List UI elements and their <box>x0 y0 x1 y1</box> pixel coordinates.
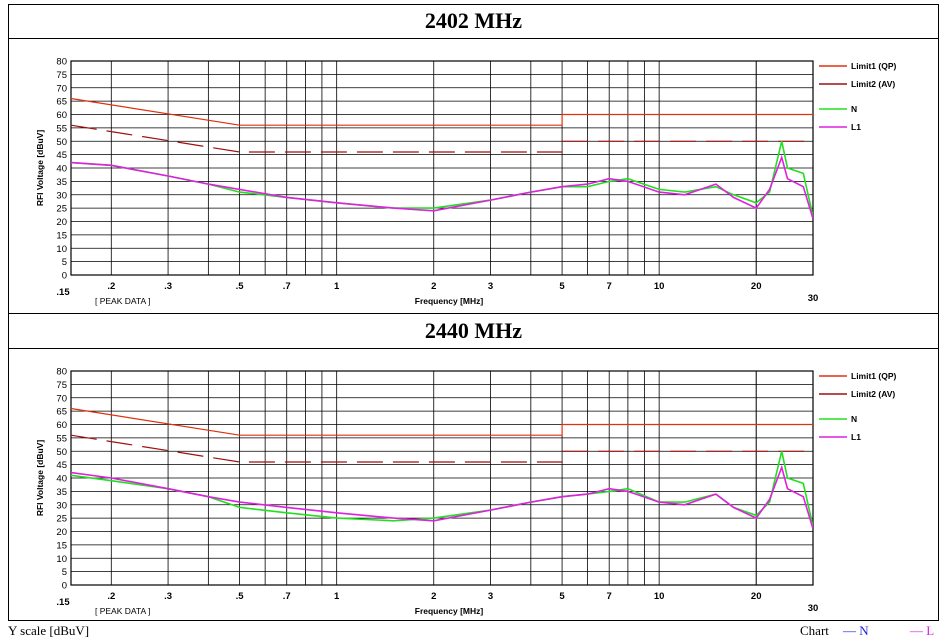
series-line-limit1-qp- <box>71 97 813 126</box>
footer-bar: Y scale [dBuV] Chart — N — L <box>0 621 948 641</box>
x-tick-label: 5 <box>559 591 565 602</box>
y-tick-label: 25 <box>56 204 67 215</box>
legend-label: N <box>851 104 857 114</box>
y-tick-label: 5 <box>62 257 67 268</box>
y-tick-label: 35 <box>56 177 67 188</box>
legend-label: Limit1 (QP) <box>851 61 897 71</box>
y-tick-label: 65 <box>56 407 67 418</box>
legend-label: L1 <box>851 432 861 442</box>
y-tick-label: 15 <box>56 230 67 241</box>
y-tick-label: 35 <box>56 487 67 498</box>
x-tick-label: 7 <box>607 591 612 602</box>
y-tick-label: 25 <box>56 514 67 525</box>
x-axis-title: Frequency [MHz] <box>415 296 484 306</box>
y-tick-label: 40 <box>56 164 67 175</box>
y-tick-label: 45 <box>56 460 67 471</box>
y-tick-label: 0 <box>62 271 67 282</box>
x-tick-label: 3 <box>488 591 493 602</box>
chart-title-1: 2402 MHz <box>424 8 523 33</box>
x-tick-label: .2 <box>107 591 115 602</box>
legend-label: Limit2 (AV) <box>851 389 895 399</box>
y-tick-label: 65 <box>56 97 67 108</box>
series-line-limit2-av- <box>71 124 813 153</box>
y-tick-label: 75 <box>56 70 67 81</box>
y-tick-label: 50 <box>56 447 67 458</box>
x-tick-label: 1 <box>334 591 340 602</box>
y-tick-label: 10 <box>56 244 67 255</box>
y-tick-label: 55 <box>56 433 67 444</box>
legend-label: L1 <box>851 122 861 132</box>
title-divider-1 <box>9 38 938 39</box>
y-tick-label: 30 <box>56 500 67 511</box>
legend-l-item: — L <box>910 623 934 639</box>
y-tick-label: 30 <box>56 190 67 201</box>
peak-data-note: [ PEAK DATA ] <box>95 606 150 616</box>
y-tick-label: 15 <box>56 540 67 551</box>
x-tick-label: 7 <box>607 281 612 292</box>
y-tick-label: 50 <box>56 137 67 148</box>
y-tick-label: 75 <box>56 380 67 391</box>
chart-label: Chart <box>800 623 829 638</box>
x-tick-label: .3 <box>164 591 172 602</box>
legend-n-label: N <box>859 623 869 638</box>
y-axis-title: RFI Voltage [dBuV] <box>35 440 45 517</box>
x-tick-label: .2 <box>107 281 115 292</box>
peak-data-note: [ PEAK DATA ] <box>95 296 150 306</box>
x-axis-title: Frequency [MHz] <box>415 606 484 616</box>
legend-l-label: L <box>926 623 935 638</box>
y-scale-label: Y scale [dBuV] <box>8 623 90 638</box>
x-tick-label: .5 <box>236 591 245 602</box>
x-tick-label: .7 <box>283 281 291 292</box>
chart-title-2: 2440 MHz <box>424 318 523 343</box>
legend-label: Limit1 (QP) <box>851 371 897 381</box>
y-tick-label: 80 <box>56 57 67 68</box>
x-tick-label: 10 <box>654 591 665 602</box>
y-tick-label: 60 <box>56 420 67 431</box>
x-tick-label: 20 <box>751 591 762 602</box>
series-line-n <box>71 141 813 217</box>
legend-l-swatch: — <box>910 623 923 638</box>
x-tick-label: 3 <box>488 281 493 292</box>
y-tick-label: 20 <box>56 527 67 538</box>
x-tick-label: 30 <box>808 293 819 304</box>
legend-n-item: — N <box>843 623 869 639</box>
x-tick-label: 30 <box>808 603 819 614</box>
x-tick-label: 10 <box>654 281 665 292</box>
x-tick-label: .5 <box>236 281 245 292</box>
x-tick-label: 20 <box>751 281 762 292</box>
series-line-limit1-qp- <box>71 407 813 436</box>
y-tick-label: 55 <box>56 123 67 134</box>
x-tick-label: .7 <box>283 591 291 602</box>
x-tick-label: .15 <box>56 287 70 298</box>
y-tick-label: 5 <box>62 567 67 578</box>
panel-divider <box>9 313 938 314</box>
series-line-l1 <box>71 464 813 530</box>
y-tick-label: 80 <box>56 367 67 378</box>
series-line-l1 <box>71 154 813 220</box>
title-divider-2 <box>9 348 938 349</box>
y-tick-label: 10 <box>56 554 67 565</box>
y-tick-label: 70 <box>56 393 67 404</box>
x-tick-label: .15 <box>56 597 70 608</box>
y-axis-title: RFI Voltage [dBuV] <box>35 130 45 207</box>
x-tick-label: 5 <box>559 281 565 292</box>
y-tick-label: 40 <box>56 474 67 485</box>
report-frame: 2402 MHz 0 5 10 15 20 25 30 35 40 45 50 55 60 65 70 75 8… <box>8 4 939 621</box>
legend-n-swatch: — <box>843 623 856 638</box>
y-tick-label: 0 <box>62 581 67 592</box>
y-tick-label: 70 <box>56 83 67 94</box>
x-tick-label: 2 <box>431 591 436 602</box>
y-tick-label: 60 <box>56 110 67 121</box>
emi-chart-2402: 05101520253035404550556065707580.15.2.3.… <box>35 57 897 307</box>
legend-label: Limit2 (AV) <box>851 79 895 89</box>
x-tick-label: .3 <box>164 281 172 292</box>
emi-chart-2440: 05101520253035404550556065707580.15.2.3.… <box>35 367 897 617</box>
x-tick-label: 2 <box>431 281 436 292</box>
y-tick-label: 45 <box>56 150 67 161</box>
y-tick-label: 20 <box>56 217 67 228</box>
x-tick-label: 1 <box>334 281 340 292</box>
series-line-limit2-av- <box>71 434 813 463</box>
legend-label: N <box>851 414 857 424</box>
